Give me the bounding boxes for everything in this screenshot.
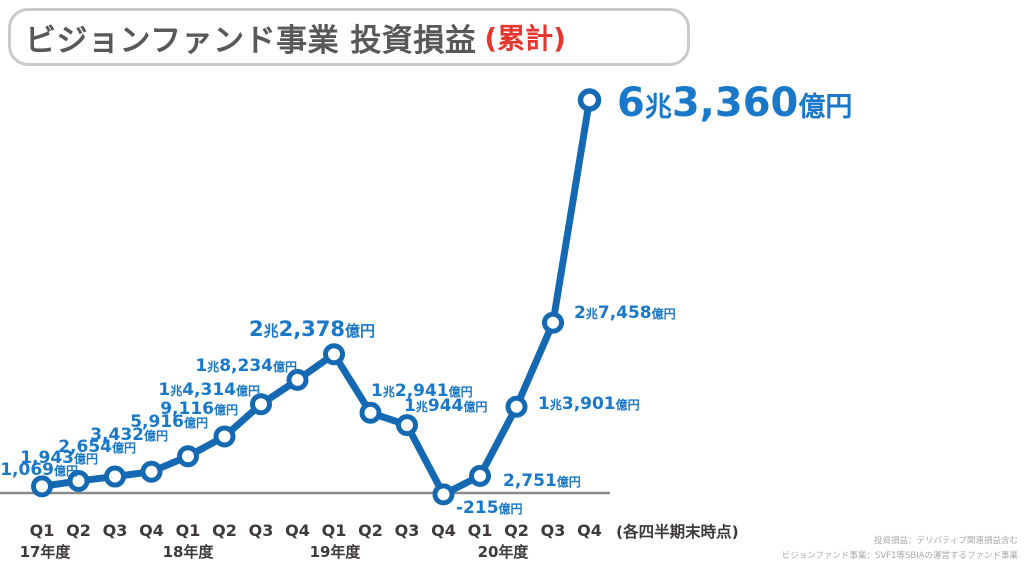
data-point-marker — [250, 393, 272, 416]
x-tick-label: Q3 — [249, 521, 274, 540]
data-point-marker — [359, 401, 382, 424]
x-year-label: 19年度 — [310, 543, 362, 561]
x-tick-label: Q3 — [103, 521, 128, 540]
data-point-marker-highlight — [577, 88, 602, 112]
data-point-marker — [31, 475, 53, 498]
data-label: -215億円 — [456, 498, 523, 518]
x-tick-label: Q4 — [139, 521, 164, 540]
x-tick-label: Q3 — [541, 521, 566, 540]
footnote-line-1: 投資損益：デリバティブ関連損益含む — [874, 536, 1018, 546]
data-label: 1,069億円 — [0, 460, 78, 480]
data-label: 3,432億円 — [90, 425, 168, 445]
x-tick-label: Q2 — [504, 521, 529, 540]
x-year-label: 17年度 — [20, 543, 72, 561]
data-label: 1兆8,234億円 — [195, 356, 297, 376]
data-label: 1兆3,901億円 — [538, 394, 640, 414]
x-tick-label: Q1 — [322, 521, 347, 540]
data-label: 1,943億円 — [20, 448, 98, 468]
x-tick-label: Q2 — [358, 521, 383, 540]
data-series-line — [38, 96, 593, 498]
data-label: 1兆944億円 — [404, 396, 487, 416]
data-point-marker — [104, 465, 126, 488]
x-tick-label: Q4 — [285, 521, 310, 540]
x-year-label: 18年度 — [163, 543, 215, 561]
x-tick-label: Q4 — [577, 521, 602, 540]
x-tick-label: Q2 — [66, 521, 91, 540]
data-label: 2,751億円 — [503, 471, 581, 491]
slide-title-box: ビジョンファンド事業 投資損益 (累計) — [8, 8, 690, 66]
data-label-highlight: 6兆3,360億円 — [617, 80, 852, 126]
data-label: 2兆7,458億円 — [574, 303, 676, 323]
x-tick-label: Q1 — [176, 521, 201, 540]
x-year-label: 20年度 — [478, 543, 530, 561]
x-tick-label: Q2 — [212, 521, 237, 540]
data-point-marker — [177, 445, 199, 468]
data-point-marker — [542, 311, 564, 334]
footnote-line-2: ビジョンファンド事業：SVF1等SBIAの運営するファンド事業 — [781, 551, 1018, 561]
data-point-marker — [213, 425, 236, 448]
slide-title: ビジョンファンド事業 投資損益 — [25, 22, 477, 59]
data-point-marker — [67, 469, 90, 492]
axis-note: (各四半期末時点) — [616, 522, 739, 541]
data-point-marker — [323, 343, 345, 366]
slide-title-suffix: (累計) — [484, 22, 566, 55]
data-label: 9,116億円 — [160, 399, 238, 419]
data-point-marker — [140, 460, 163, 483]
data-label: 1兆4,314億円 — [158, 380, 260, 400]
data-label: 2,654億円 — [58, 437, 136, 457]
data-point-marker — [432, 483, 455, 506]
data-label: 5,916億円 — [130, 412, 208, 432]
footnote: 投資損益：デリバティブ関連損益含む ビジョンファンド事業：SVF1等SBIAの運… — [598, 534, 1018, 564]
data-label: 2兆2,378億円 — [249, 317, 375, 341]
x-tick-label: Q3 — [395, 521, 420, 540]
data-point-marker — [396, 414, 418, 437]
x-tick-label: Q4 — [431, 521, 456, 540]
data-point-marker — [469, 464, 491, 487]
data-point-marker — [286, 368, 309, 391]
x-tick-label: Q1 — [30, 521, 55, 540]
data-point-marker — [505, 395, 528, 418]
x-tick-label: Q1 — [468, 521, 493, 540]
data-label: 1兆2,941億円 — [371, 381, 473, 401]
